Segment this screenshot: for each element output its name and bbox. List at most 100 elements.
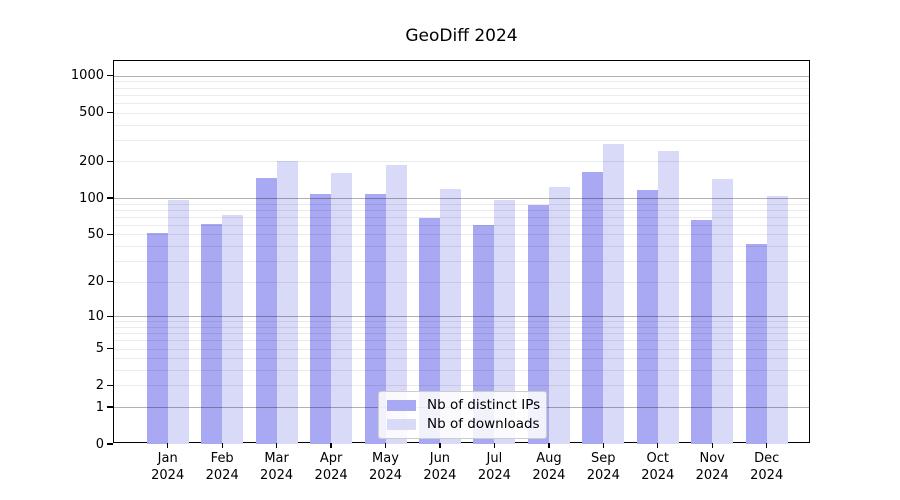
major-gridline <box>114 75 809 77</box>
bar-distinct-ips-nov <box>691 219 713 444</box>
y-tick-mark <box>107 197 113 199</box>
legend-item-distinct-ips: Nb of distinct IPs <box>387 397 541 413</box>
x-tick-label: Aug 2024 <box>532 451 566 483</box>
plot-area: 0 1 2 5 10 20 50 100 200 500 1000 Jan 2024 Feb 2024 M… <box>71 60 810 483</box>
minor-gridline <box>114 216 809 218</box>
minor-gridline <box>114 209 809 211</box>
x-tick-label: Feb 2024 <box>205 451 239 483</box>
bar-distinct-ips-oct <box>636 190 658 444</box>
legend-swatch-downloads <box>387 418 416 430</box>
x-tick-mark <box>275 443 278 448</box>
bar-downloads-nov <box>712 179 734 444</box>
x-tick-label: Mar 2024 <box>260 451 294 483</box>
minor-gridline <box>114 112 809 114</box>
minor-gridline <box>114 321 809 323</box>
y-tick-mark <box>107 281 113 283</box>
minor-gridline <box>114 161 809 163</box>
bar-downloads-jan <box>167 200 189 444</box>
bar-distinct-ips-jun <box>418 218 440 444</box>
y-tick-mark <box>107 315 113 317</box>
x-tick-label: Jan 2024 <box>151 451 185 483</box>
minor-gridline <box>114 103 809 104</box>
minor-gridline <box>114 234 809 236</box>
y-tick-mark <box>107 347 113 350</box>
x-tick-label: Nov 2024 <box>695 451 729 483</box>
bar-distinct-ips-aug <box>527 204 549 444</box>
y-tick-label: 200 <box>79 153 104 169</box>
minor-gridline <box>114 358 809 360</box>
bar-distinct-ips-jan <box>146 233 168 444</box>
minor-gridline <box>114 370 809 372</box>
legend-item-downloads: Nb of downloads <box>387 416 540 432</box>
x-tick-mark <box>384 443 387 448</box>
x-tick-label: May 2024 <box>368 451 403 483</box>
legend-label-distinct-ips: Nb of distinct IPs <box>427 397 541 413</box>
bar-downloads-jul <box>494 199 516 444</box>
bar-downloads-sep <box>603 143 625 444</box>
x-tick-mark <box>602 443 604 448</box>
minor-gridline <box>114 81 809 83</box>
minor-gridline <box>114 261 809 262</box>
major-gridline <box>114 198 809 199</box>
minor-gridline <box>114 348 809 350</box>
bar-distinct-ips-feb <box>201 224 223 444</box>
y-tick-label: 100 <box>79 190 104 206</box>
y-tick-label: 10 <box>87 308 104 324</box>
minor-gridline <box>114 94 809 96</box>
x-tick-mark <box>766 443 768 448</box>
x-tick-label: Oct 2024 <box>641 451 675 483</box>
bar-distinct-ips-apr <box>310 194 332 444</box>
y-tick-mark <box>107 75 113 77</box>
bar-distinct-ips-sep <box>582 171 604 444</box>
x-tick-label: Sep 2024 <box>586 451 620 483</box>
x-tick-mark <box>439 443 441 448</box>
bar-distinct-ips-dec <box>745 243 767 444</box>
x-tick-label: Jul 2024 <box>477 451 511 483</box>
x-tick-label: Jun 2024 <box>423 451 457 483</box>
x-tick-mark <box>711 443 713 448</box>
bar-downloads-mar <box>276 161 298 444</box>
minor-gridline <box>114 124 809 126</box>
y-tick-label: 5 <box>95 341 104 356</box>
x-tick-mark <box>330 443 332 448</box>
y-tick-label: 20 <box>87 274 104 290</box>
minor-gridline <box>114 87 809 89</box>
x-tick-mark <box>493 443 496 448</box>
bar-downloads-oct <box>657 151 679 444</box>
y-tick-label: 500 <box>79 105 104 121</box>
bar-downloads-may <box>385 164 407 444</box>
x-tick-label: Apr 2024 <box>314 451 348 483</box>
chart-title: GeoDiff 2024 <box>405 26 518 46</box>
minor-gridline <box>114 326 809 328</box>
legend-label-downloads: Nb of downloads <box>427 416 540 432</box>
x-tick-mark <box>548 443 550 448</box>
legend: Nb of distinct IPs Nb of downloads <box>378 391 547 439</box>
y-tick-label: 50 <box>87 226 104 242</box>
bar-downloads-feb <box>222 215 244 444</box>
y-tick-mark <box>107 160 113 162</box>
y-tick-mark <box>107 443 113 445</box>
y-tick-mark <box>107 406 113 408</box>
minor-gridline <box>114 333 809 335</box>
x-tick-mark <box>221 443 223 448</box>
y-tick-label: 1000 <box>70 68 104 84</box>
minor-gridline <box>114 246 809 248</box>
bar-distinct-ips-jul <box>473 224 495 444</box>
bar-distinct-ips-mar <box>255 178 277 444</box>
y-tick-mark <box>107 112 113 114</box>
bar-downloads-apr <box>331 173 353 444</box>
minor-gridline <box>114 203 809 205</box>
bar-distinct-ips-may <box>364 193 386 444</box>
y-tick-label: 0 <box>95 436 104 452</box>
x-tick-mark <box>657 443 659 448</box>
minor-gridline <box>114 224 809 226</box>
y-tick-label: 2 <box>95 377 104 393</box>
minor-gridline <box>114 385 809 387</box>
y-tick-label: 1 <box>95 399 104 415</box>
bar-downloads-jun <box>439 189 461 444</box>
y-tick-mark <box>107 384 113 387</box>
legend-swatch-distinct-ips <box>387 399 416 411</box>
major-gridline <box>114 316 809 318</box>
minor-gridline <box>114 139 809 141</box>
